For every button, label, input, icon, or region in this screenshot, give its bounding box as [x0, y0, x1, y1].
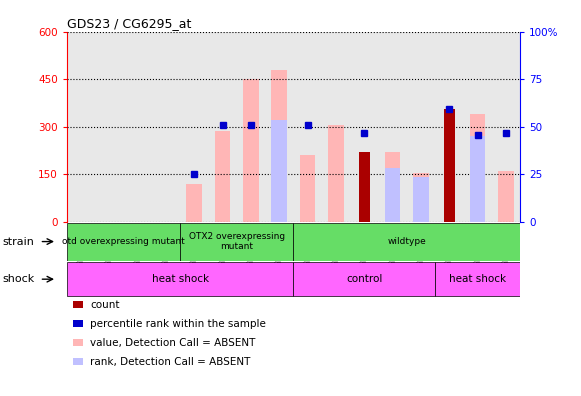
Bar: [67, 32, 95, 222]
Bar: [293, 262, 435, 296]
Bar: [243, 79, 259, 222]
Bar: [293, 32, 322, 222]
Bar: [444, 109, 455, 222]
Bar: [407, 32, 435, 222]
Text: count: count: [90, 299, 120, 310]
Bar: [464, 32, 492, 222]
Bar: [469, 136, 485, 222]
Text: heat shock: heat shock: [152, 274, 209, 284]
Bar: [435, 32, 464, 222]
Bar: [265, 32, 293, 222]
Bar: [95, 32, 123, 222]
Bar: [498, 171, 514, 222]
Bar: [378, 32, 407, 222]
Text: shock: shock: [3, 274, 35, 284]
Bar: [328, 125, 344, 222]
Bar: [293, 223, 520, 261]
Bar: [413, 177, 429, 222]
Bar: [180, 32, 209, 222]
Bar: [350, 32, 378, 222]
Bar: [180, 223, 293, 261]
Text: heat shock: heat shock: [449, 274, 506, 284]
Bar: [385, 152, 400, 222]
Bar: [152, 32, 180, 222]
Bar: [300, 155, 315, 222]
Text: otd overexpressing mutant: otd overexpressing mutant: [62, 237, 185, 246]
Bar: [271, 120, 287, 222]
Text: strain: strain: [3, 236, 35, 247]
Text: wildtype: wildtype: [388, 237, 426, 246]
Bar: [187, 184, 202, 222]
Bar: [215, 131, 231, 222]
Bar: [385, 168, 400, 222]
Bar: [67, 223, 180, 261]
Text: value, Detection Call = ABSENT: value, Detection Call = ABSENT: [90, 337, 256, 348]
Bar: [492, 32, 520, 222]
Bar: [435, 262, 520, 296]
Text: control: control: [346, 274, 382, 284]
Bar: [358, 152, 370, 222]
Text: GDS23 / CG6295_at: GDS23 / CG6295_at: [67, 17, 191, 30]
Text: OTX2 overexpressing
mutant: OTX2 overexpressing mutant: [189, 232, 285, 251]
Text: rank, Detection Call = ABSENT: rank, Detection Call = ABSENT: [90, 356, 250, 367]
Bar: [209, 32, 237, 222]
Bar: [413, 173, 429, 222]
Bar: [469, 114, 485, 222]
Bar: [322, 32, 350, 222]
Text: percentile rank within the sample: percentile rank within the sample: [90, 318, 266, 329]
Bar: [271, 70, 287, 222]
Bar: [237, 32, 265, 222]
Bar: [123, 32, 152, 222]
Bar: [67, 262, 293, 296]
